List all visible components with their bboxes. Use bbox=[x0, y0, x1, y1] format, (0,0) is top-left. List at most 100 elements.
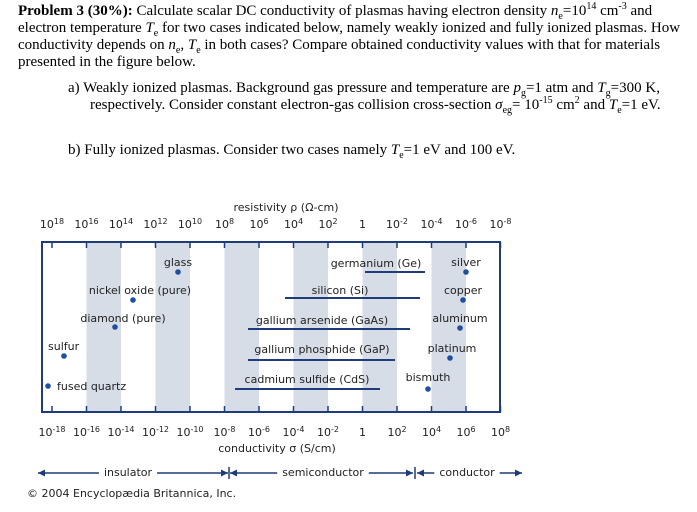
text-run: b) Fully ionized plasmas. Consider two c… bbox=[68, 142, 388, 158]
tick-label: 108 bbox=[491, 425, 510, 440]
tick-base: 10 bbox=[143, 218, 157, 231]
frame bbox=[41, 241, 501, 413]
tick-base: 10 bbox=[386, 218, 400, 231]
material-label: bismuth bbox=[406, 371, 451, 384]
arrowhead bbox=[38, 469, 45, 477]
text-run: =1 eV and 100 eV. bbox=[403, 142, 516, 158]
tick-exponent: -6 bbox=[469, 217, 477, 226]
tick-base: 10 bbox=[249, 218, 263, 231]
tick-exponent: 4 bbox=[298, 217, 303, 226]
item-b: b) Fully ionized plasmas. Consider two c… bbox=[68, 142, 680, 161]
tick-label: 10-16 bbox=[73, 425, 100, 440]
tick-exponent: -12 bbox=[156, 425, 169, 434]
material-dot bbox=[460, 297, 466, 303]
text-run: a) Weakly ionized plasmas. Background ga… bbox=[68, 80, 510, 96]
band bbox=[224, 242, 259, 412]
material-label: gallium phosphide (GaP) bbox=[254, 343, 389, 356]
tick-exponent: -14 bbox=[121, 425, 134, 434]
tick-base: 10 bbox=[214, 426, 228, 439]
tick-exponent: 14 bbox=[123, 217, 133, 226]
tick-label: 106 bbox=[456, 425, 475, 440]
tick-label: 1016 bbox=[74, 217, 98, 232]
tick-base: 1 bbox=[359, 426, 366, 439]
tick-base: 10 bbox=[107, 426, 121, 439]
arrowhead bbox=[515, 469, 522, 477]
tick-base: 10 bbox=[456, 426, 470, 439]
text-run: T bbox=[145, 20, 154, 36]
text-run: =300 K, respectively. Consider constant … bbox=[90, 80, 660, 113]
tick-base: 10 bbox=[73, 426, 87, 439]
tick-base: 10 bbox=[178, 218, 192, 231]
tick-exponent: 12 bbox=[157, 217, 167, 226]
tick-label: 106 bbox=[249, 217, 268, 232]
material-label: silver bbox=[451, 256, 481, 269]
tick-base: 10 bbox=[387, 426, 401, 439]
material-dot bbox=[447, 355, 453, 361]
axis-title: resistivity ρ (Ω-cm) bbox=[233, 201, 338, 214]
material-label: gallium arsenide (GaAs) bbox=[256, 314, 388, 327]
tick-base: 1 bbox=[359, 218, 366, 231]
arrowhead bbox=[406, 469, 413, 477]
text-run: 14 bbox=[586, 1, 597, 12]
material-dot bbox=[463, 269, 469, 275]
material-label: sulfur bbox=[48, 340, 80, 353]
tick-label: 1012 bbox=[143, 217, 167, 232]
text-run: e bbox=[399, 150, 404, 161]
text-run: T bbox=[187, 37, 197, 53]
tick-label: 10-10 bbox=[176, 425, 203, 440]
text-run: Problem 3 (30%): bbox=[18, 3, 133, 19]
text-run: e bbox=[153, 28, 159, 39]
text-run: 2 bbox=[574, 95, 580, 106]
text-run: = 10 bbox=[512, 97, 540, 113]
material-label: cadmium sulfide (CdS) bbox=[245, 373, 370, 386]
tick-base: 10 bbox=[455, 218, 469, 231]
tick-base: 10 bbox=[74, 218, 88, 231]
text-run: and bbox=[583, 97, 606, 113]
tick-exponent: 2 bbox=[332, 217, 337, 226]
tick-base: 10 bbox=[142, 426, 156, 439]
text-run: n bbox=[550, 3, 559, 19]
tick-exponent: -8 bbox=[228, 425, 236, 434]
tick-exponent: 8 bbox=[229, 217, 234, 226]
text-run: T bbox=[390, 142, 400, 158]
material-dot bbox=[130, 297, 136, 303]
tick-label: 10-14 bbox=[107, 425, 134, 440]
text-run: e bbox=[617, 105, 622, 116]
tick-label: 10-18 bbox=[38, 425, 65, 440]
tick-base: 10 bbox=[490, 218, 504, 231]
tick-exponent: -10 bbox=[190, 425, 203, 434]
tick-exponent: -18 bbox=[52, 425, 65, 434]
material-dot bbox=[112, 324, 118, 330]
text-run: e bbox=[175, 45, 181, 56]
text-run: =1 atm and bbox=[525, 80, 594, 96]
tick-label: 10-6 bbox=[248, 425, 270, 440]
material-label: copper bbox=[444, 284, 483, 297]
tick-label: 10-4 bbox=[421, 217, 443, 232]
tick-label: 104 bbox=[284, 217, 303, 232]
tick-label: 1 bbox=[359, 426, 366, 439]
tick-exponent: -4 bbox=[435, 217, 443, 226]
tick-label: 102 bbox=[387, 425, 406, 440]
tick-exponent: -16 bbox=[87, 425, 100, 434]
problem-intro: Problem 3 (30%): Calculate scalar DC con… bbox=[18, 1, 686, 71]
tick-exponent: 8 bbox=[505, 425, 510, 434]
text-run: g bbox=[605, 88, 611, 99]
tick-exponent: 16 bbox=[88, 217, 98, 226]
tick-label: 108 bbox=[215, 217, 234, 232]
tick-label: 10-2 bbox=[386, 217, 408, 232]
text-run: σ bbox=[495, 97, 503, 113]
text-run: e bbox=[196, 45, 201, 56]
tick-base: 10 bbox=[215, 218, 229, 231]
tick-exponent: -8 bbox=[504, 217, 512, 226]
material-dot bbox=[45, 383, 51, 389]
tick-base: 10 bbox=[422, 426, 436, 439]
tick-base: 10 bbox=[38, 426, 52, 439]
material-dot bbox=[175, 269, 181, 275]
text-run: p bbox=[513, 80, 521, 96]
tick-label: 1014 bbox=[109, 217, 133, 232]
tick-label: 104 bbox=[422, 425, 441, 440]
material-label: glass bbox=[164, 256, 193, 269]
tick-base: 10 bbox=[248, 426, 262, 439]
